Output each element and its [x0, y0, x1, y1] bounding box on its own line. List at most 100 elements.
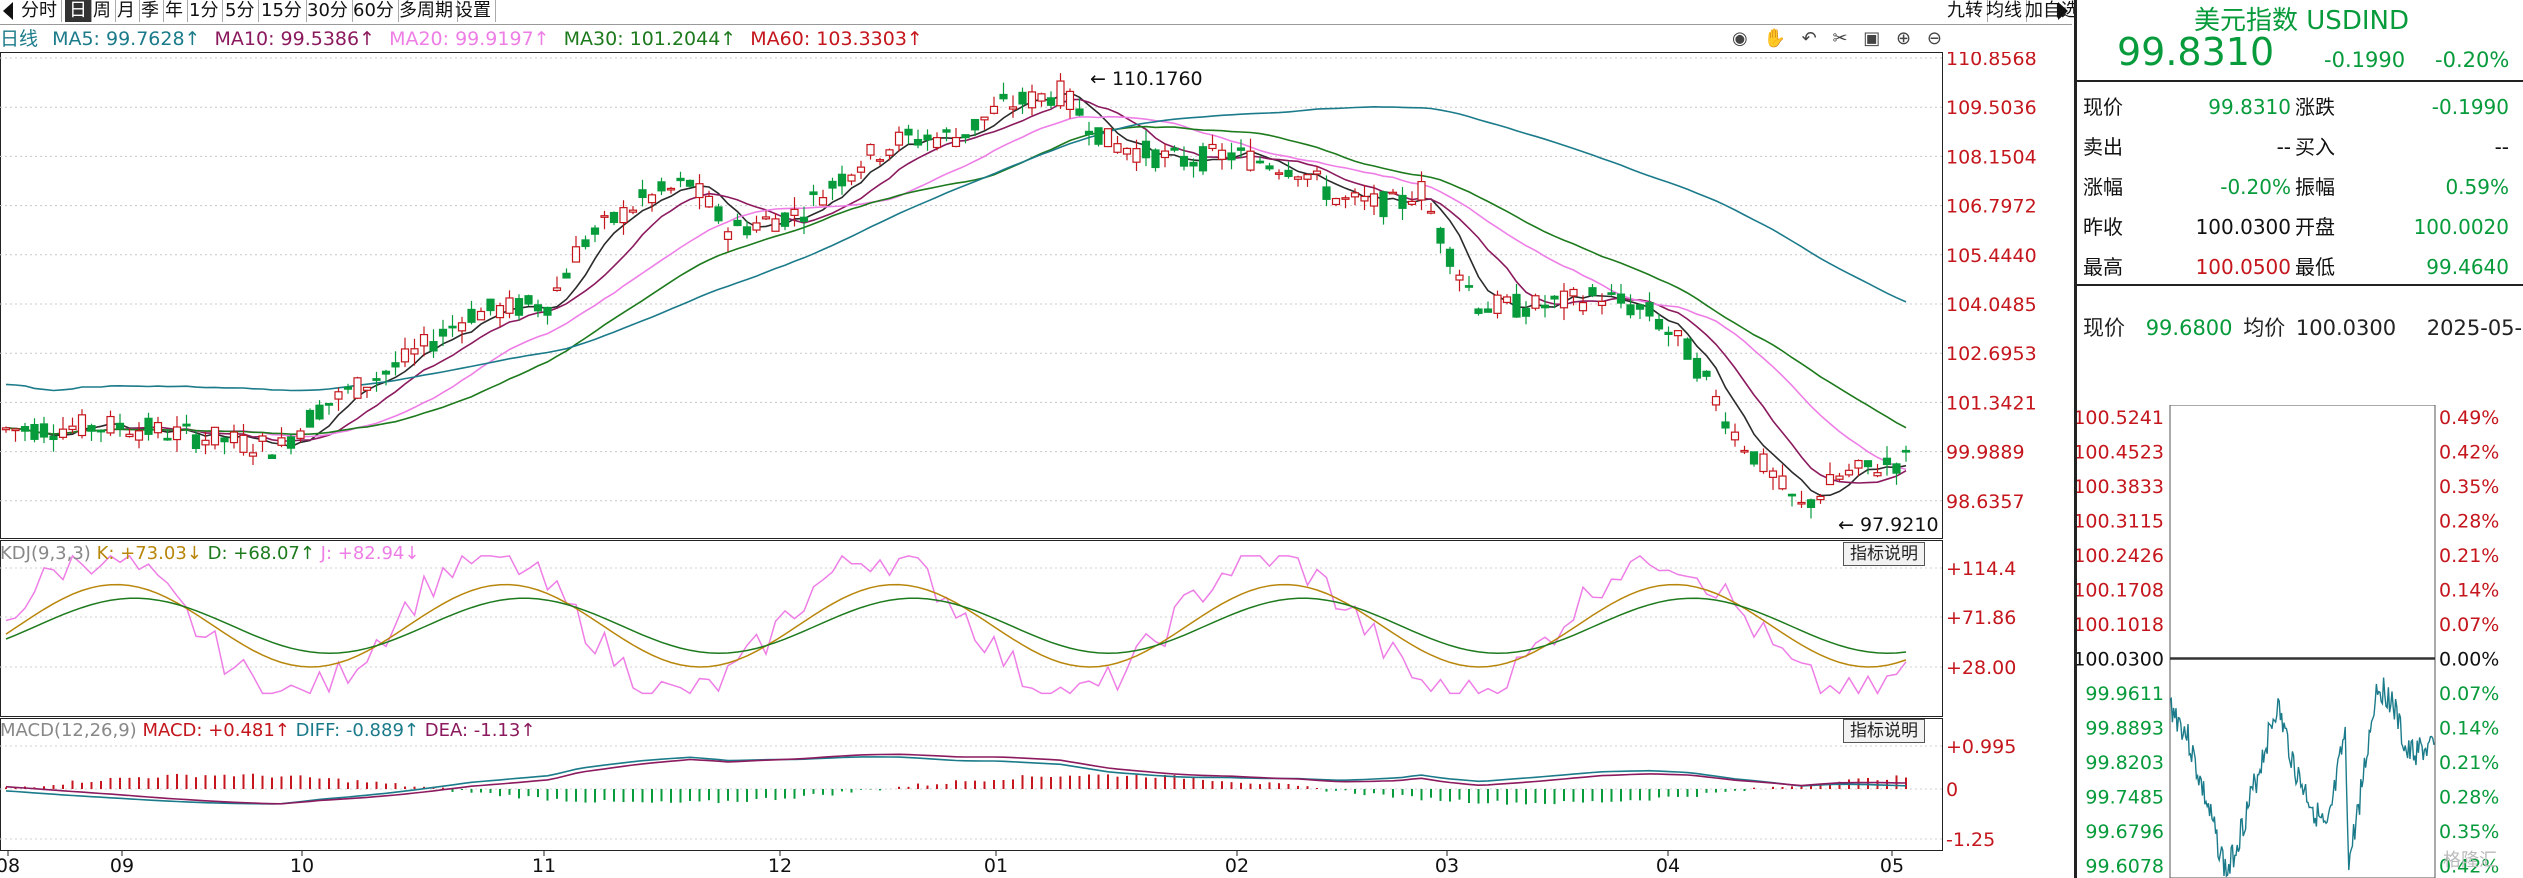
- candle: [1654, 318, 1664, 330]
- candle: [866, 143, 875, 156]
- period-tab-7[interactable]: 5分: [221, 0, 260, 22]
- month-label: 02: [1225, 855, 1249, 877]
- candle: [923, 134, 932, 141]
- period-tab-12[interactable]: 设置: [451, 0, 496, 22]
- kdj-help-button[interactable]: 指标说明: [1843, 542, 1925, 566]
- candle: [571, 246, 581, 263]
- candle: [49, 435, 58, 441]
- candle: [989, 105, 999, 114]
- period-tab-4[interactable]: 季: [137, 0, 164, 22]
- candle: [1521, 307, 1531, 317]
- candle: [1075, 108, 1084, 116]
- month-label: 05: [1880, 855, 1904, 877]
- candle: [438, 328, 448, 337]
- hand-icon[interactable]: ✋: [1763, 28, 1786, 49]
- period-tab-5[interactable]: 年: [161, 0, 188, 22]
- candle: [467, 308, 476, 323]
- intraday-chart[interactable]: 100.5241 0.49% 100.4523 0.42% 100.3833 0.35% 1…: [2077, 405, 2523, 878]
- period-tab-9[interactable]: 30分: [303, 0, 353, 22]
- kline-chart[interactable]: 110.8568 109.5036 108.1504 106.7972 105.4440…: [0, 52, 2072, 878]
- intraday-price-label: 99.6078: [2085, 856, 2164, 878]
- ma60-line: [5, 105, 1907, 392]
- candle: [476, 310, 486, 321]
- toolbar-right-tab-1[interactable]: 均线: [1982, 0, 2027, 22]
- candle: [647, 194, 657, 204]
- candle: [609, 211, 619, 224]
- undo-icon[interactable]: ↶: [1801, 28, 1817, 49]
- kdj-axis-label: +114.4: [1946, 558, 2016, 580]
- quote-panel: 美元指数 USDIND 99.8310 -0.1990 -0.20% 现价 99.…: [2074, 0, 2523, 878]
- candle: [77, 414, 87, 437]
- candle: [391, 362, 400, 368]
- quote-label: 现价: [2083, 95, 2123, 119]
- candle: [1692, 357, 1702, 379]
- candle: [1540, 304, 1550, 309]
- period-tab-3[interactable]: 月: [113, 0, 140, 22]
- zoom-in-icon[interactable]: ⊕: [1896, 28, 1912, 49]
- quote-change: -0.1990: [2324, 48, 2406, 72]
- candle: [134, 430, 144, 441]
- candle: [106, 415, 115, 434]
- quote-label: 昨收: [2083, 215, 2123, 239]
- candle: [1065, 90, 1075, 110]
- cut-icon[interactable]: ✂: [1832, 28, 1848, 49]
- intraday-price-label: 100.3833: [2077, 476, 2164, 498]
- candle: [96, 429, 106, 433]
- quote-value: 100.0300: [2195, 215, 2291, 239]
- ma10-value: MA10: 99.5386↑: [214, 28, 376, 50]
- candle: [1702, 370, 1711, 377]
- period-tab-8[interactable]: 15分: [257, 0, 307, 22]
- ma30-line: [5, 125, 1907, 435]
- intraday-pct-label: 0.07%: [2439, 614, 2499, 636]
- candle: [1759, 453, 1768, 473]
- period-tab-11[interactable]: 多周期: [395, 0, 458, 22]
- candle: [666, 187, 676, 191]
- scroll-right-icon[interactable]: [2058, 2, 2068, 20]
- candle: [524, 295, 533, 305]
- quote-value: 100.0500: [2195, 255, 2291, 279]
- period-tab-1[interactable]: 日: [65, 0, 92, 22]
- scroll-left-icon[interactable]: [3, 2, 13, 20]
- candle: [685, 179, 695, 187]
- candle: [495, 305, 505, 319]
- ma30-value: MA30: 101.2044↑: [563, 28, 737, 50]
- candle: [1350, 192, 1360, 198]
- candle: [894, 131, 904, 146]
- chart-tools: ◉ ✋ ↶ ✂ ▣ ⊕ ⊖: [1732, 28, 1942, 50]
- period-tab-0[interactable]: 分时: [17, 0, 62, 22]
- candle: [562, 272, 571, 279]
- candle: [1151, 149, 1160, 169]
- candle: [1293, 176, 1303, 180]
- candle: [267, 454, 277, 459]
- period-tab-10[interactable]: 60分: [349, 0, 399, 22]
- candle: [1189, 161, 1198, 167]
- candle: [305, 409, 315, 428]
- candle: [172, 426, 182, 441]
- kdj-k-line: [5, 583, 1907, 668]
- period-tab-2[interactable]: 周: [89, 0, 116, 22]
- candle: [20, 426, 30, 432]
- candle: [1141, 140, 1151, 159]
- period-tab-6[interactable]: 1分: [185, 0, 224, 22]
- intraday-header: 现价 99.6800 均价 100.0300 2025-05-05: [2083, 312, 2523, 342]
- candle: [372, 378, 381, 381]
- toolbar-right-tab-0[interactable]: 九转: [1943, 0, 1988, 22]
- zoom-out-icon[interactable]: ⊖: [1926, 28, 1942, 49]
- candle: [1132, 148, 1141, 163]
- candle: [1255, 160, 1265, 164]
- candle: [1160, 150, 1170, 159]
- candle: [286, 436, 296, 449]
- candle: [856, 166, 866, 173]
- candle: [1835, 475, 1844, 480]
- candle: [125, 433, 134, 438]
- macd-help-button[interactable]: 指标说明: [1843, 719, 1925, 743]
- candle: [1217, 149, 1227, 160]
- candle: [913, 138, 923, 146]
- candle: [752, 222, 761, 231]
- candle: [533, 304, 543, 312]
- lock-icon[interactable]: ▣: [1863, 28, 1881, 49]
- candle: [163, 437, 172, 441]
- eye-icon[interactable]: ◉: [1732, 28, 1748, 49]
- candle: [1882, 457, 1892, 466]
- candle: [1825, 474, 1835, 486]
